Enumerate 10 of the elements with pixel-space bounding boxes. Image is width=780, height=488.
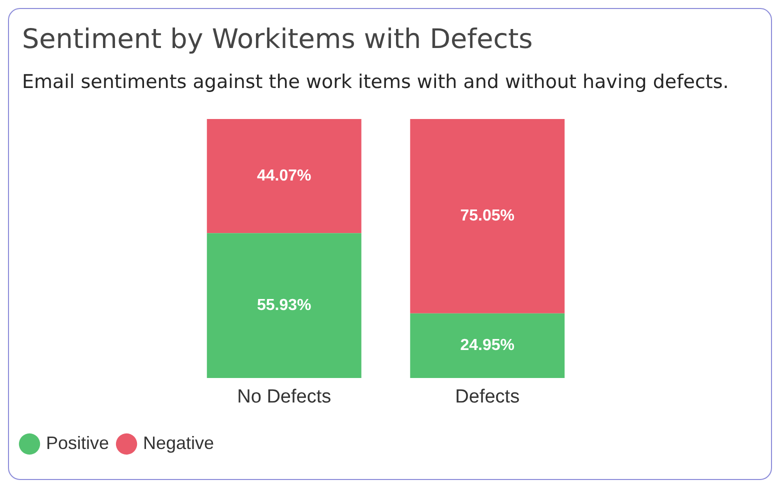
x-tick-label: No Defects <box>237 386 332 408</box>
legend-label: Positive <box>46 432 110 453</box>
chart-subtitle: Email sentiments against the work items with and without having defects. <box>22 71 729 93</box>
chart-title: Sentiment by Workitems with Defects <box>22 23 533 57</box>
data-label: 44.07% <box>256 167 312 184</box>
data-label: 24.95% <box>460 337 515 354</box>
data-label: 55.93% <box>256 296 312 314</box>
legend-label: Negative <box>143 432 214 453</box>
x-tick-label: Defects <box>455 386 520 408</box>
data-label: 75.05% <box>460 208 515 225</box>
